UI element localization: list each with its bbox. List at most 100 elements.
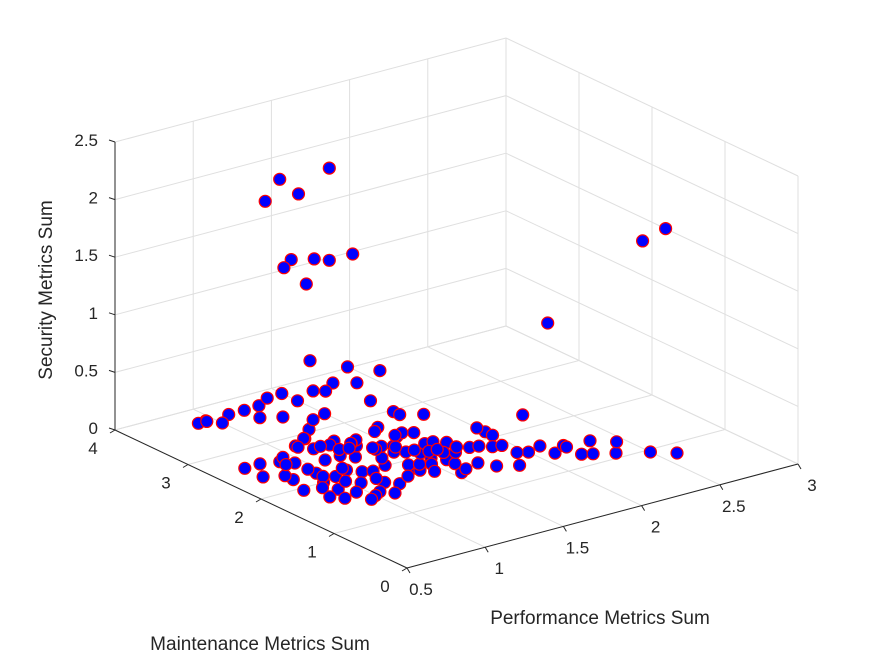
x-axis-label: Performance Metrics Sum (490, 608, 710, 629)
data-point (215, 416, 229, 430)
data-point (643, 445, 658, 459)
data-point (583, 434, 597, 448)
data-point (253, 411, 267, 425)
data-point (256, 470, 270, 484)
x-tick-label: 1.5 (566, 538, 590, 557)
grid-line (187, 360, 580, 465)
grid-line (114, 267, 507, 373)
data-point (471, 456, 485, 470)
y-tick-label: 1 (307, 543, 316, 562)
data-point (635, 234, 650, 248)
x-tick-mark (641, 505, 646, 511)
data-point (548, 446, 562, 460)
data-point (363, 394, 378, 408)
x-tick-mark (406, 567, 411, 574)
z-tick-label: 1 (89, 304, 98, 323)
data-point (472, 439, 486, 453)
x-axis-line (406, 463, 799, 569)
data-point (306, 384, 320, 398)
x-tick-mark (562, 526, 567, 532)
data-point (459, 462, 473, 476)
data-point (412, 457, 427, 471)
y-tick-label: 4 (88, 439, 97, 458)
z-tick-label: 0.5 (74, 361, 98, 380)
data-point (364, 492, 379, 506)
data-point (290, 394, 305, 408)
data-point (313, 439, 327, 453)
data-point (490, 459, 504, 473)
data-point (658, 222, 673, 236)
x-tick-label: 2.5 (722, 497, 746, 516)
data-point (335, 461, 349, 475)
data-point (276, 410, 290, 424)
y-tick-mark (401, 567, 408, 572)
data-point (323, 490, 337, 504)
data-point (303, 354, 317, 368)
data-point (200, 414, 214, 428)
z-tick-mark (108, 254, 116, 258)
data-point (299, 277, 313, 291)
z-tick-mark (108, 312, 116, 316)
data-point (355, 465, 369, 479)
y-axis-label: Maintenance Metrics Sum (150, 634, 370, 655)
data-point (368, 424, 382, 439)
grid-line (114, 95, 507, 201)
z-axis-label: Security Metrics Sum (36, 200, 57, 379)
data-point (609, 446, 623, 460)
data-point (260, 391, 274, 405)
axis-lines (114, 142, 799, 569)
data-point (279, 458, 293, 472)
z-tick-label: 1.5 (74, 246, 98, 265)
data-point (470, 421, 484, 435)
grid-line (505, 95, 799, 235)
data-point (521, 445, 536, 459)
z-tick-label: 2.5 (74, 131, 98, 150)
data-point (510, 445, 524, 460)
y-tick-label: 2 (234, 508, 243, 527)
data-point (322, 161, 336, 175)
data-point (407, 426, 421, 440)
data-point (428, 464, 442, 478)
grid-line (505, 267, 799, 407)
y-tick-label: 3 (161, 474, 170, 493)
data-point (388, 428, 402, 442)
data-point (417, 407, 431, 421)
z-tick-label: 2 (89, 189, 98, 208)
data-point (284, 253, 298, 267)
data-point (609, 435, 624, 449)
data-point (278, 469, 292, 483)
grid-line (505, 37, 799, 177)
data-point (485, 428, 500, 442)
x-tick-label: 2 (651, 518, 660, 537)
data-point (670, 446, 684, 460)
scatter-points (191, 161, 684, 506)
data-point (291, 440, 305, 454)
grid-line (114, 325, 507, 431)
data-point (322, 253, 336, 267)
data-point (401, 458, 416, 472)
data-point (291, 187, 306, 201)
grid-lines (114, 37, 799, 569)
data-point (307, 252, 321, 266)
y-tick-mark (328, 533, 335, 537)
z-axis-ticks: 0 0.5 1 1.5 2 2.5 (74, 131, 116, 438)
x-tick-mark (797, 463, 802, 470)
data-point (277, 261, 291, 275)
data-point (297, 483, 311, 497)
x-tick-mark (484, 546, 489, 553)
x-tick-label: 0.5 (409, 580, 433, 599)
data-point (318, 407, 332, 421)
z-tick-mark (108, 369, 116, 373)
data-point (388, 486, 402, 500)
data-point (388, 440, 403, 454)
data-point (369, 471, 383, 485)
x-tick-mark (719, 484, 724, 491)
data-point (349, 485, 363, 499)
grid-line (505, 210, 799, 350)
data-point (238, 461, 252, 475)
data-point (516, 408, 530, 422)
data-point (541, 316, 555, 330)
data-point (338, 474, 353, 488)
data-point (301, 462, 315, 476)
